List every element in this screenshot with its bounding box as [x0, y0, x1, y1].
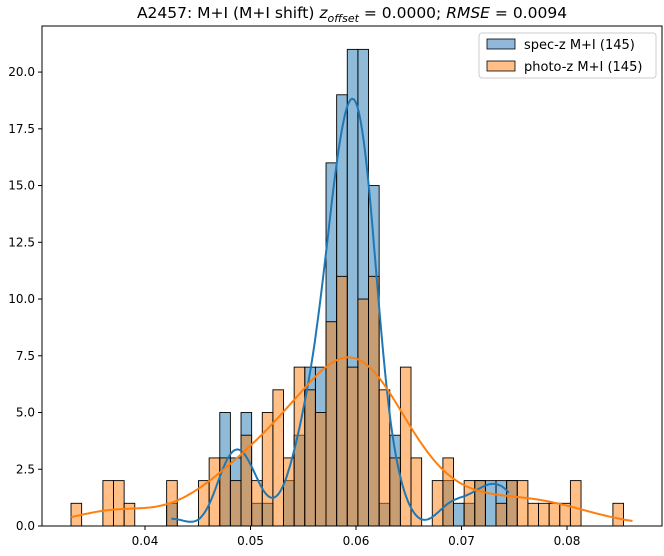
bar-photo-z	[548, 502, 561, 527]
y-tick-label: 7.5	[16, 349, 35, 363]
bar-photo-z	[346, 366, 359, 527]
y-tick-label: 17.5	[8, 122, 35, 136]
bar-spec-z	[453, 502, 465, 527]
x-tick-label: 0.07	[448, 534, 475, 548]
bar-photo-z	[336, 275, 348, 527]
bar-photo-z	[431, 480, 444, 527]
y-tick-label: 5.0	[16, 406, 35, 420]
legend-label-spec-z: spec-z M+I (145)	[524, 38, 635, 53]
y-tick-label: 20.0	[8, 65, 35, 79]
x-tick-label: 0.06	[343, 534, 370, 548]
photo-z-bars	[70, 275, 624, 527]
bar-photo-z	[442, 457, 454, 527]
y-tick-label: 2.5	[16, 462, 35, 476]
x-tick-label: 0.05	[237, 534, 264, 548]
bar-photo-z	[314, 412, 327, 527]
legend-label-photo-z: photo-z M+I (145)	[524, 60, 642, 75]
y-tick-label: 0.0	[16, 519, 35, 533]
kde-photo-z	[70, 356, 633, 522]
legend-swatch-photo-z	[486, 60, 516, 72]
x-tick-label: 0.08	[554, 534, 581, 548]
bar-photo-z	[123, 502, 136, 527]
bar-photo-z	[612, 502, 624, 527]
bar-photo-z	[368, 275, 380, 527]
bar-photo-z	[516, 480, 529, 527]
bar-photo-z	[506, 480, 518, 527]
bar-photo-z	[229, 480, 242, 527]
bar-photo-z	[272, 389, 284, 527]
bar-photo-z	[113, 480, 125, 527]
bar-photo-z	[357, 298, 369, 527]
bar-spec-z	[484, 480, 497, 527]
kde-spec-z	[171, 97, 510, 523]
x-tick-label: 0.04	[132, 534, 159, 548]
bar-photo-z	[495, 502, 508, 527]
bar-photo-z	[569, 480, 582, 527]
y-tick-label: 10.0	[8, 292, 35, 306]
bar-photo-z	[102, 480, 114, 527]
chart-title: A2457: M+I (M+I shift) zoffset = 0.0000;…	[137, 4, 567, 25]
x-axis: 0.04 0.05 0.06 0.07 0.08	[132, 526, 581, 548]
kde-curves	[70, 97, 633, 523]
y-tick-label: 15.0	[8, 179, 35, 193]
legend: spec-z M+I (145) photo-z M+I (145)	[478, 32, 657, 79]
y-axis: 0.0 2.5 5.0 7.5 10.0 12.5 15.0 17.5 20.0	[8, 65, 42, 533]
bar-photo-z	[527, 502, 539, 527]
plot-frame	[41, 25, 663, 527]
bar-photo-z	[538, 502, 550, 527]
y-tick-label: 12.5	[8, 235, 35, 249]
bar-photo-z	[304, 389, 316, 527]
legend-swatch-spec-z	[486, 38, 516, 50]
bar-photo-z	[325, 321, 338, 527]
